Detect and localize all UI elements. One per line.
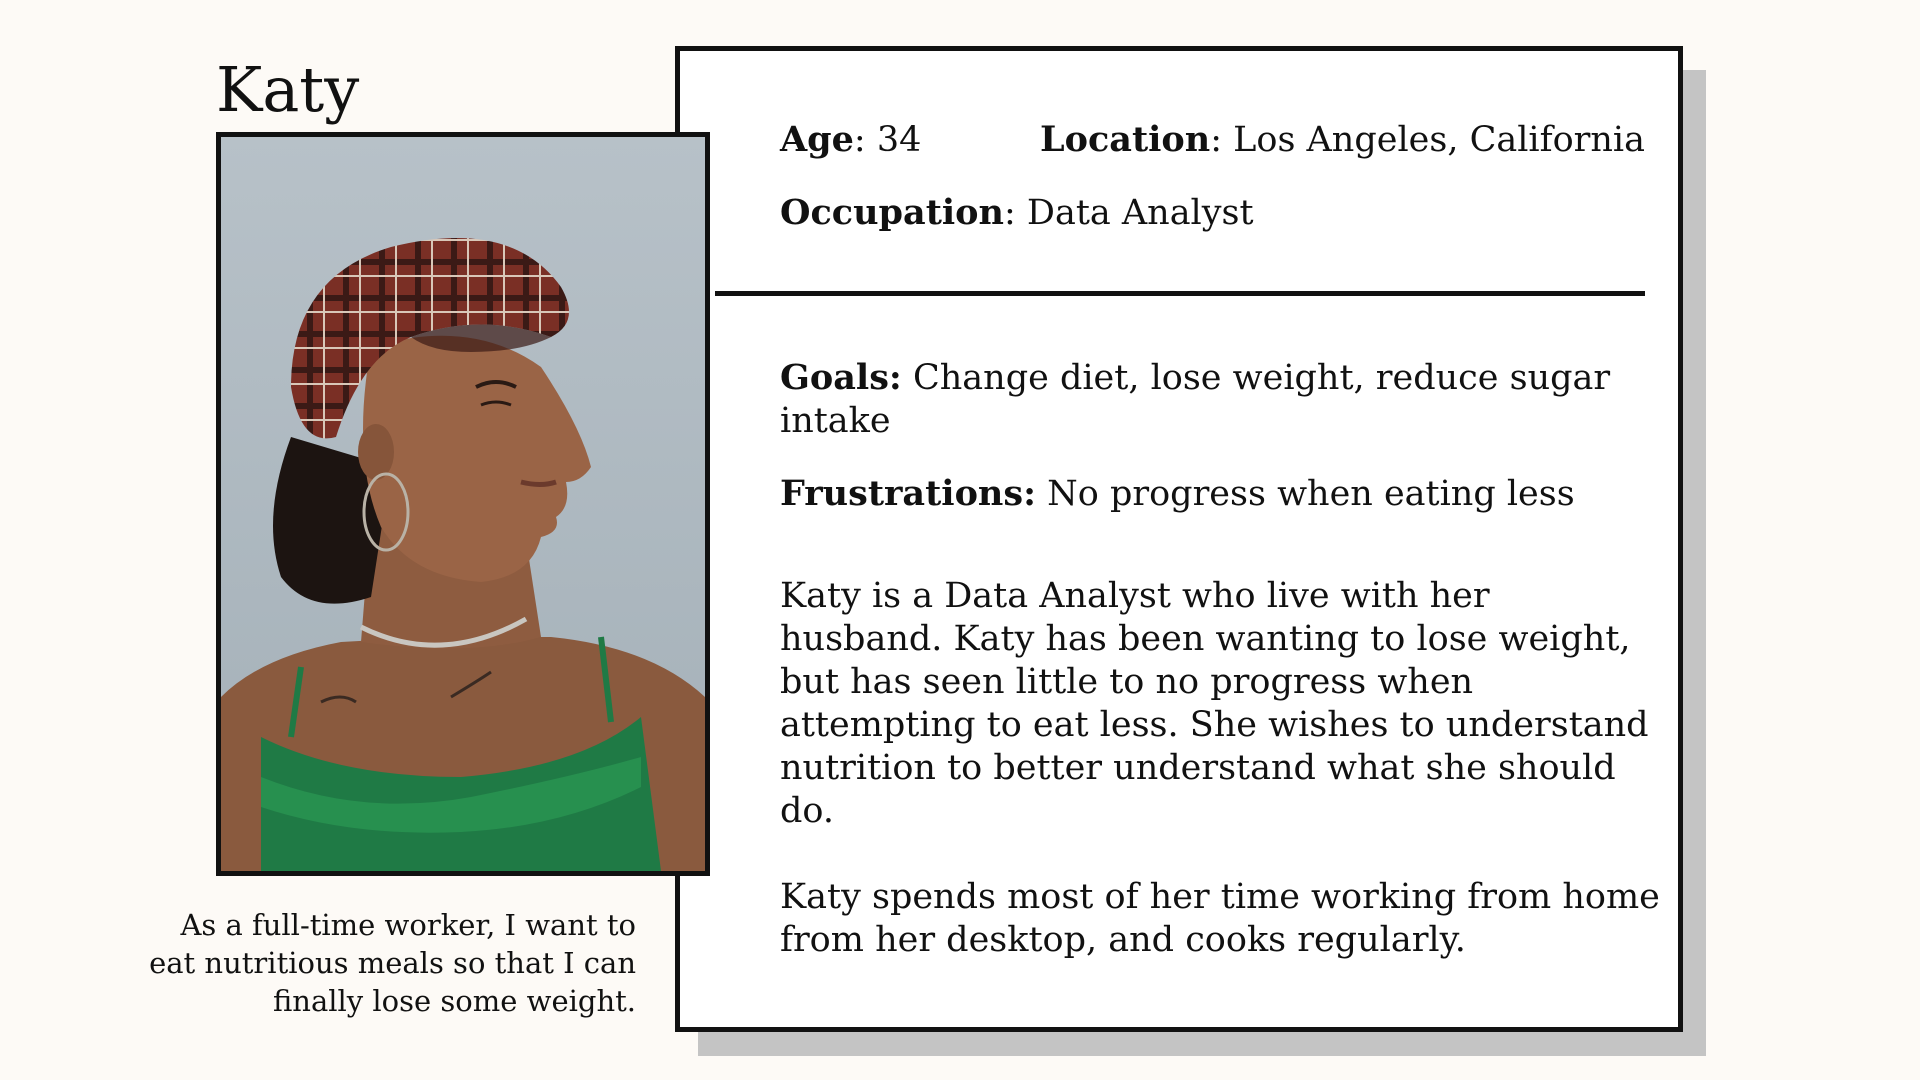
occupation-value: Data Analyst [1027,193,1254,233]
location-label: Location [1040,119,1210,160]
portrait-illustration [221,137,705,871]
age-label: Age [780,119,854,160]
persona-card: Age: 34 Location: Los Angeles, Californi… [675,46,1683,1032]
bio-paragraph-2: Katy spends most of her time working fro… [780,876,1660,962]
age-field: Age: 34 [780,119,921,161]
goals-label: Goals: [780,357,902,398]
frustrations-label: Frustrations: [780,473,1036,514]
persona-quote: As a full-time worker, I want to eat nut… [130,906,636,1020]
goals-value: Change diet, lose weight, reduce sugar i… [780,358,1610,441]
persona-name: Katy [216,54,359,126]
occupation-label: Occupation [780,192,1004,233]
frustrations-value: No progress when eating less [1047,474,1575,514]
goals-field: Goals: Change diet, lose weight, reduce … [780,356,1660,443]
section-divider [715,291,1645,296]
persona-photo [216,132,710,876]
age-value: 34 [877,120,922,160]
bio-paragraph-1: Katy is a Data Analyst who live with her… [780,575,1660,833]
location-field: Location: Los Angeles, California [1040,119,1645,161]
occupation-field: Occupation: Data Analyst [780,192,1254,234]
location-value: Los Angeles, California [1233,120,1645,160]
frustrations-field: Frustrations: No progress when eating le… [780,472,1660,516]
